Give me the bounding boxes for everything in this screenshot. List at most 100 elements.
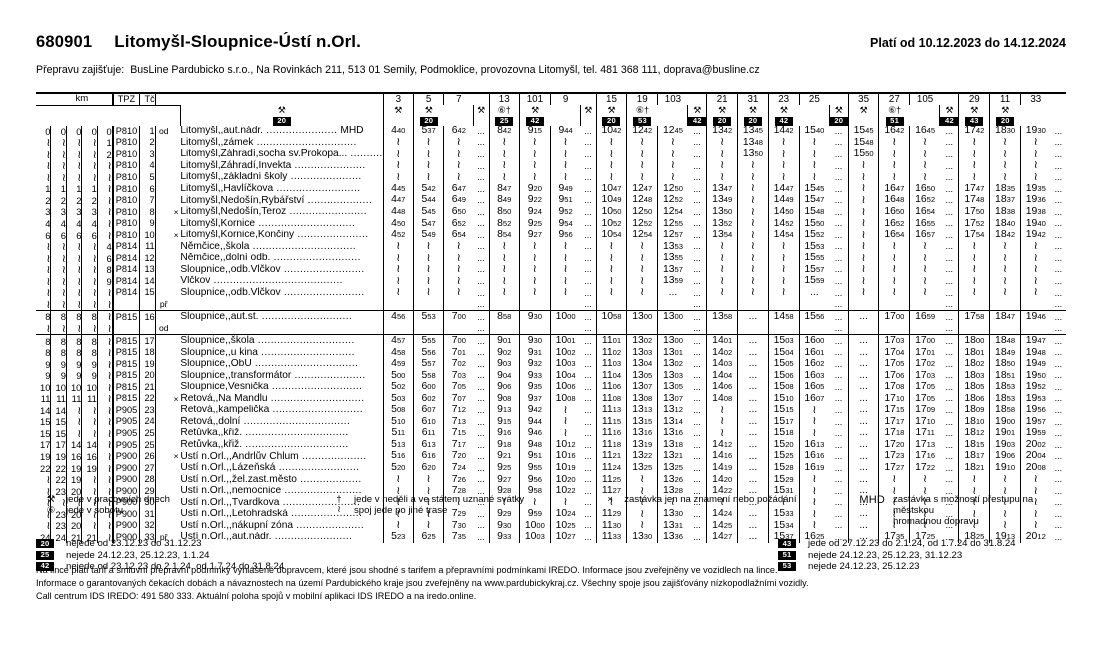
request-stop-mark: × (173, 230, 179, 241)
no-service-mark: ... (1054, 347, 1063, 358)
departure-time: 1556 (798, 310, 830, 323)
empty-cell (706, 298, 738, 311)
departure-time: 1402 (706, 347, 738, 359)
departure-time: 1550 (847, 149, 879, 161)
no-service-mark: ... (477, 451, 485, 462)
table-row: ≀ ≀ ≀ ≀ ≀ P810 5 Litomyšl,,základní školy .....… (36, 171, 1066, 184)
alt-route-mark: ≀ (909, 519, 940, 532)
tpz-code: P905 (111, 416, 140, 428)
km-value: 9 (45, 370, 51, 382)
stop-name: Němčice,,škola .........................… (180, 241, 383, 253)
departure-time: 1330 (657, 509, 688, 521)
arrival-departure-empty (154, 393, 172, 405)
no-service-mark: ... (834, 497, 843, 508)
departure-time: 705 (443, 381, 474, 394)
legend-item: ⚒ jede v pracovních dnech (36, 494, 324, 505)
alt-route-mark: ≀ (737, 206, 769, 218)
departure-time: 1650 (909, 183, 940, 195)
alt-route-mark: ≀ (706, 252, 738, 265)
connection-number (939, 92, 959, 105)
no-service-mark: ... (693, 218, 701, 229)
departure-time: 1330 (626, 532, 658, 544)
tpz-code: P810 (111, 148, 140, 161)
badge-legend-item: 25 nejede 24.12.23, 25.12.23, 1.1.24 (36, 549, 778, 561)
no-service-mark: ... (477, 148, 485, 159)
departure-time: 1422 (706, 485, 738, 498)
departure-time: 1248 (626, 195, 658, 207)
no-service-mark: ... (945, 404, 953, 415)
departure-time: 1529 (767, 474, 800, 486)
alt-route-mark: ≀ (878, 496, 910, 509)
no-service-mark: ... (1054, 393, 1063, 404)
legend-text: jede v neděli a ve státem uznané svátky (354, 494, 525, 505)
service-note-badge: 51 (778, 550, 808, 560)
no-service-mark: ... (693, 428, 701, 439)
no-service-mark: ... (584, 532, 592, 542)
sym-empty (550, 105, 580, 115)
legend-column-3: × zastávka jen na znamení nebo požádání … (596, 494, 1066, 527)
table-row: ≀ ≀ ≀ ≀ 6 P814 12 Němčice,,dolní odb. .........… (36, 252, 1066, 265)
alt-route-mark: ≀ (737, 182, 769, 195)
service-note-badge: 42 (939, 115, 959, 126)
departure-time: 1708 (878, 381, 910, 394)
km-header-spacer (36, 92, 67, 105)
badge-legend-text: jede od 27.12.23 do 2.1.24, od 1.7.24 do… (808, 538, 1016, 550)
no-service-mark: ... (477, 497, 485, 508)
alt-route-mark: ≀ (412, 136, 444, 149)
departure-time: 1545 (847, 125, 879, 138)
no-service-mark: ... (584, 148, 592, 159)
departure-time: 555 (412, 334, 444, 347)
service-note-badge: 51 (878, 115, 910, 126)
departure-time: 500 (382, 370, 414, 382)
no-service-mark: ... (847, 474, 879, 486)
tpz-code: P900 (111, 531, 140, 544)
request-stop-mark: × (173, 451, 179, 462)
departure-time: 1515 (767, 405, 800, 417)
alt-route-mark: ≀ (1019, 519, 1051, 532)
arrival-departure-empty (154, 287, 172, 299)
alt-route-mark: ≀ (958, 148, 990, 161)
departure-time: 948 (519, 439, 551, 451)
km-squiggle: ≀ (96, 206, 113, 218)
km-squiggle: ≀ (50, 264, 67, 276)
km-value: 19 (65, 474, 82, 486)
stop-name-text: Litomyšl,Záhradí,Invekta (180, 160, 292, 171)
km-value: 4 (65, 217, 82, 230)
service-day-icon: ⚒ (687, 105, 707, 115)
connection-number: 11 (989, 92, 1021, 105)
no-service-mark: ... (1054, 264, 1063, 275)
legend-text: jede v sobotu (66, 505, 124, 516)
no-service-mark: ... (584, 451, 592, 462)
tpz-code: P810 (111, 194, 140, 207)
alt-route-mark: ≀ (847, 263, 879, 276)
km-squiggle: ≀ (96, 358, 113, 371)
departure-time: 1534 (767, 520, 800, 532)
departure-time: 1725 (909, 532, 940, 544)
alt-route-mark: ≀ (909, 275, 940, 288)
alt-route-mark: ≀ (412, 240, 444, 253)
no-service-mark: ... (945, 347, 953, 358)
no-service-mark: ... (584, 218, 592, 229)
departure-time: 1106 (595, 381, 627, 394)
alt-route-mark: ≀ (798, 159, 830, 172)
alt-route-mark: ≀ (595, 171, 627, 184)
km-squiggle: ≀ (46, 274, 51, 288)
dot-leader: ........................................ (210, 275, 343, 287)
km-value: 4 (45, 218, 51, 230)
km-squiggle: ≀ (46, 496, 51, 510)
alt-route-mark: ≀ (767, 275, 800, 288)
arrival-departure-empty (154, 439, 172, 451)
stop-name-text: Litomyšl,Nedošín,Rybářství (180, 194, 305, 206)
departure-time: 920 (519, 183, 551, 195)
no-service-mark: ... (580, 334, 597, 347)
no-service-mark: ... (584, 474, 592, 485)
stop-name: Litomyšl,Nedošín,Rybářství .............… (180, 195, 383, 207)
km-value: 14 (65, 439, 82, 451)
no-service-mark: ... (945, 358, 953, 369)
km-squiggle: ≀ (65, 427, 82, 440)
no-service-mark: ... (1054, 508, 1063, 519)
departure-time: 1752 (958, 218, 990, 230)
departure-time: 1652 (878, 218, 910, 230)
no-service-mark: ... (687, 334, 707, 347)
stop-name: Sloupnice,,aut.st. .....................… (180, 310, 384, 323)
